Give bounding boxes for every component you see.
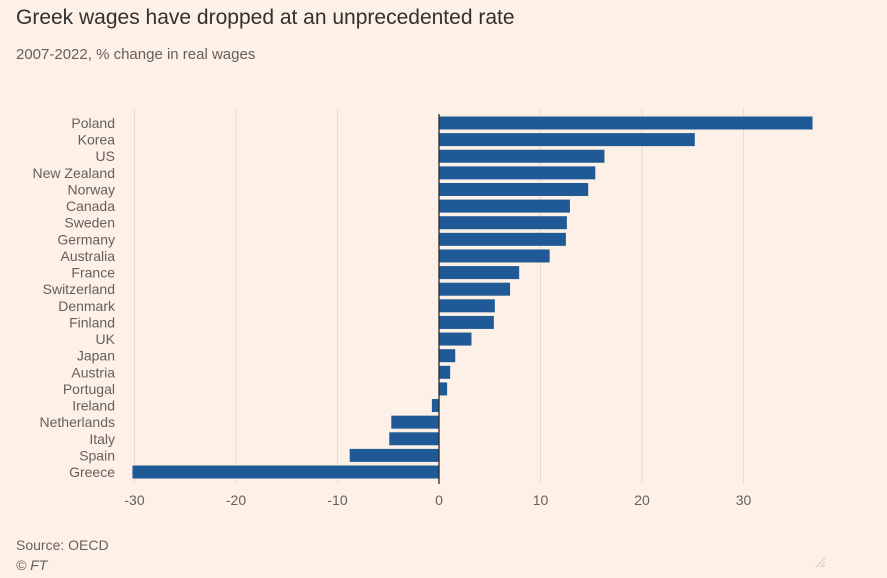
x-tick-label: -30 <box>124 492 144 508</box>
bar-switzerland <box>439 282 511 296</box>
bar-netherlands <box>391 415 439 429</box>
bar-norway <box>439 182 589 196</box>
x-tick-label: 0 <box>435 492 443 508</box>
category-label: Greece <box>69 464 115 480</box>
bars <box>132 116 813 479</box>
bar-new-zealand <box>439 166 596 180</box>
category-label: Denmark <box>58 298 116 314</box>
bar-poland <box>439 116 813 130</box>
bar-germany <box>439 232 566 246</box>
category-label: Italy <box>89 431 115 447</box>
x-tick-label: -10 <box>327 492 347 508</box>
source-note: Source: OECD <box>16 537 109 553</box>
bar-japan <box>439 349 456 363</box>
bar-denmark <box>439 299 495 313</box>
category-label: Netherlands <box>40 414 116 430</box>
category-label: Australia <box>61 248 116 264</box>
category-label: Korea <box>78 132 116 148</box>
x-tick-label: 30 <box>736 492 752 508</box>
bar-finland <box>439 315 494 329</box>
category-label: Ireland <box>72 398 115 414</box>
category-label: Norway <box>68 181 115 197</box>
category-label: Austria <box>71 364 115 380</box>
category-label: Poland <box>71 115 115 131</box>
category-label: US <box>96 148 115 164</box>
bar-greece <box>132 465 439 479</box>
category-label: New Zealand <box>33 165 116 181</box>
category-label: Portugal <box>63 381 115 397</box>
x-tick-label: 20 <box>634 492 650 508</box>
category-label: UK <box>96 331 116 347</box>
resize-handle-icon <box>815 557 826 568</box>
bar-spain <box>349 448 439 462</box>
bar-us <box>439 149 605 163</box>
bar-ireland <box>431 399 439 413</box>
ft-brand: © FT <box>16 557 48 573</box>
category-label: Switzerland <box>43 281 115 297</box>
category-label: Germany <box>57 231 115 247</box>
bar-italy <box>389 432 439 446</box>
category-label: Japan <box>77 348 115 364</box>
x-tick-label: -20 <box>226 492 246 508</box>
category-label: Spain <box>79 447 115 463</box>
bar-sweden <box>439 216 567 230</box>
bar-france <box>439 266 520 280</box>
bar-canada <box>439 199 570 213</box>
x-tick-labels: -30 -20 -10 0 10 20 30 <box>124 492 751 508</box>
category-label: Sweden <box>64 215 115 231</box>
x-tick-label: 10 <box>533 492 549 508</box>
bar-austria <box>439 365 451 379</box>
bar-australia <box>439 249 550 263</box>
bar-uk <box>439 332 472 346</box>
category-label: France <box>71 265 115 281</box>
bar-korea <box>439 133 695 147</box>
bar-portugal <box>439 382 448 396</box>
category-label: Canada <box>66 198 115 214</box>
category-label: Finland <box>69 314 115 330</box>
chart-title: Greek wages have dropped at an unprecede… <box>16 6 515 29</box>
chart-subtitle: 2007-2022, % change in real wages <box>16 46 256 63</box>
